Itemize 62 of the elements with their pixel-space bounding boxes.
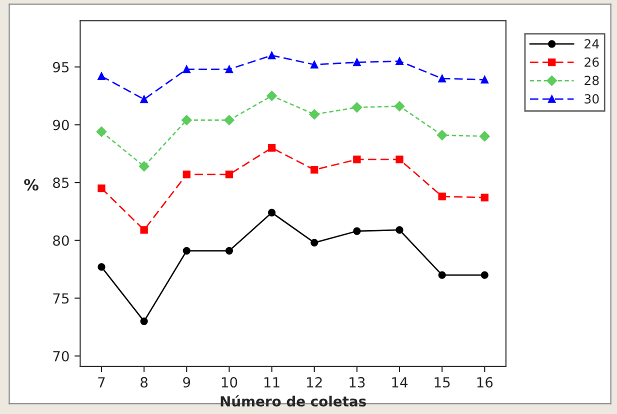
- point: [436, 130, 448, 140]
- y-tick-label: 90: [52, 120, 69, 130]
- point: [396, 57, 404, 65]
- point: [480, 194, 488, 202]
- point: [480, 131, 490, 142]
- x-tick-label: 10: [222, 377, 238, 388]
- point: [182, 115, 192, 126]
- x-tick-label: 9: [183, 377, 190, 388]
- point: [225, 170, 234, 178]
- point: [268, 144, 276, 152]
- point: [268, 52, 276, 60]
- legend-label: 28: [584, 76, 599, 86]
- legend-label: 24: [584, 39, 599, 48]
- point: [224, 115, 234, 126]
- legend-label: 30: [584, 94, 599, 104]
- point: [396, 226, 404, 234]
- point: [310, 238, 318, 246]
- y-axis-title: %: [24, 179, 38, 191]
- point: [225, 65, 234, 74]
- y-tick-label: 95: [52, 62, 69, 72]
- x-tick-label: 15: [434, 377, 450, 388]
- point: [353, 227, 361, 235]
- point: [225, 246, 234, 255]
- x-tick-label: 11: [264, 377, 280, 388]
- x-tick-label: 12: [307, 377, 322, 388]
- point: [438, 271, 446, 279]
- y-tick-label: 80: [53, 235, 69, 246]
- point: [182, 65, 190, 74]
- point: [310, 166, 318, 174]
- point: [140, 226, 148, 234]
- x-axis-title: Número de coletas: [220, 395, 366, 407]
- point: [438, 192, 446, 200]
- y-tick-label: 70: [53, 350, 69, 362]
- point: [353, 156, 361, 164]
- point: [480, 76, 488, 84]
- point: [140, 317, 148, 326]
- point: [98, 263, 106, 271]
- legend-label: 26: [584, 57, 599, 67]
- point: [266, 90, 277, 101]
- point: [310, 60, 318, 68]
- point: [138, 161, 150, 172]
- point: [182, 246, 190, 255]
- y-tick-label: 85: [53, 178, 69, 188]
- point: [396, 156, 404, 164]
- point: [96, 126, 107, 137]
- x-tick-label: 14: [392, 377, 408, 388]
- x-tick-label: 16: [477, 377, 493, 388]
- x-tick-label: 13: [350, 377, 365, 388]
- point: [182, 170, 190, 178]
- point: [438, 74, 446, 82]
- x-tick-label: 7: [98, 377, 105, 388]
- point: [309, 109, 320, 120]
- point: [352, 102, 362, 113]
- point: [480, 271, 488, 279]
- point: [140, 96, 148, 104]
- point: [353, 58, 361, 66]
- y-tick-label: 75: [53, 293, 69, 304]
- point: [394, 101, 405, 112]
- point: [268, 208, 276, 216]
- point: [98, 184, 106, 192]
- x-tick-label: 8: [140, 377, 148, 388]
- point: [98, 72, 106, 80]
